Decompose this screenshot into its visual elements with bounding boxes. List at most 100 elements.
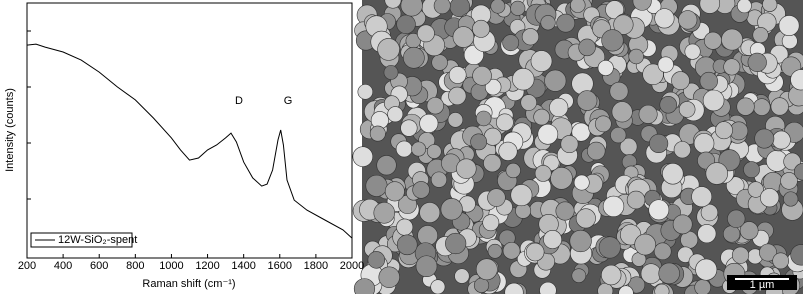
particle	[700, 203, 719, 222]
particle	[534, 165, 552, 182]
particle	[521, 28, 540, 46]
particle	[505, 162, 521, 179]
particle	[611, 101, 633, 123]
x-tick-label: 2000	[340, 260, 364, 272]
particle	[383, 65, 399, 80]
particle	[654, 283, 670, 294]
particle	[632, 0, 652, 11]
particle	[525, 242, 545, 262]
particle	[752, 26, 769, 44]
particle	[658, 262, 680, 285]
particle	[415, 255, 438, 278]
particle	[412, 181, 430, 199]
particle	[747, 52, 767, 72]
particle	[601, 29, 624, 52]
particle	[634, 233, 656, 256]
particle	[484, 78, 502, 96]
particle	[648, 199, 670, 221]
particle	[544, 69, 567, 92]
particle	[659, 95, 677, 114]
particle	[556, 13, 576, 33]
particle	[483, 154, 502, 173]
particle	[448, 66, 467, 84]
particle	[626, 190, 646, 210]
particle	[754, 128, 775, 149]
x-tick-label: 400	[54, 260, 72, 272]
particle	[490, 0, 506, 14]
y-ticks	[27, 30, 31, 200]
particle	[430, 279, 446, 294]
plot-frame	[26, 2, 353, 259]
particle	[673, 141, 691, 159]
particle	[487, 188, 506, 207]
y-axis-label: Intensity (counts)	[4, 88, 16, 172]
particle	[684, 43, 701, 60]
particle	[419, 113, 439, 133]
particle	[396, 218, 414, 236]
particle	[699, 0, 721, 14]
particle	[602, 195, 625, 218]
particle	[396, 234, 418, 256]
particle	[487, 243, 503, 259]
x-tick-label: 800	[126, 260, 144, 272]
particle	[715, 121, 733, 140]
particle	[417, 225, 438, 246]
particle	[456, 158, 477, 179]
particle	[352, 146, 374, 167]
particle	[662, 163, 684, 185]
particle	[448, 86, 467, 106]
particle	[753, 98, 771, 116]
legend	[30, 232, 133, 248]
particle	[598, 236, 621, 259]
particle	[452, 26, 475, 48]
particle	[475, 258, 498, 281]
particle	[601, 264, 622, 286]
particle	[384, 0, 402, 9]
particle	[384, 181, 405, 202]
particle	[445, 232, 467, 255]
particle	[395, 140, 413, 158]
annotation: D	[235, 95, 243, 107]
particle	[610, 127, 627, 144]
particle	[736, 97, 755, 116]
particle	[721, 28, 743, 51]
particle	[780, 172, 798, 190]
particle	[576, 90, 598, 111]
particle	[365, 174, 388, 197]
particle	[502, 34, 520, 52]
particle	[678, 10, 698, 30]
particle	[472, 66, 492, 86]
particle	[539, 281, 557, 294]
particle	[540, 15, 556, 31]
particle	[694, 279, 712, 294]
particle	[530, 50, 553, 72]
particle	[482, 214, 500, 232]
particle	[609, 81, 629, 101]
particle	[403, 46, 425, 69]
particle	[597, 59, 614, 76]
particle	[426, 97, 444, 115]
particle	[653, 242, 672, 261]
particle	[771, 130, 791, 150]
particle	[727, 209, 746, 228]
particle	[417, 24, 435, 43]
scale-bar-label: 1 µm	[750, 279, 775, 291]
particle	[671, 71, 690, 90]
particle	[520, 94, 537, 111]
particle	[496, 113, 514, 132]
particle	[440, 198, 463, 221]
x-tick-label: 1600	[268, 260, 292, 272]
particle	[549, 97, 569, 118]
particle	[594, 115, 612, 133]
particle	[537, 123, 559, 145]
x-tick-label: 1200	[195, 260, 219, 272]
spectrum-line	[26, 43, 353, 239]
particle	[628, 48, 644, 65]
x-tick-label: 1000	[159, 260, 183, 272]
particle	[790, 244, 803, 266]
particle	[726, 176, 745, 195]
particle	[373, 202, 395, 224]
particle	[743, 161, 760, 178]
particle	[747, 181, 764, 198]
